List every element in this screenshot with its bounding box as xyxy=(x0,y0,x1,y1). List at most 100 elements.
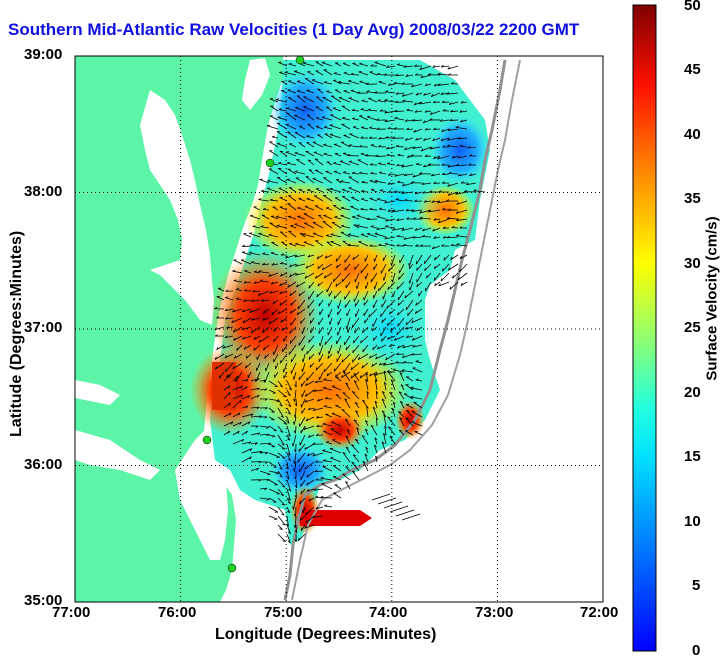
velocity-vector xyxy=(223,412,232,418)
velocity-vector xyxy=(313,151,324,157)
x-tick-label: 73:00 xyxy=(475,604,514,621)
velocity-vector-head xyxy=(430,173,434,177)
velocity-vector-head xyxy=(376,72,380,75)
velocity-vector xyxy=(364,428,369,436)
velocity-vector xyxy=(386,154,396,157)
velocity-vector xyxy=(268,425,277,432)
velocity-vector-head xyxy=(306,135,310,137)
velocity-vector-head xyxy=(451,225,455,228)
velocity-vector xyxy=(336,353,342,362)
velocity-vector-head xyxy=(381,441,385,444)
velocity-vector-head xyxy=(297,537,300,541)
velocity-vector xyxy=(374,254,378,262)
velocity-vector-head xyxy=(334,374,337,378)
velocity-vector-head xyxy=(384,242,388,245)
velocity-vector xyxy=(346,308,351,317)
velocity-vector xyxy=(456,218,468,221)
velocity-vector xyxy=(286,162,297,166)
velocity-vector-head xyxy=(306,197,310,200)
velocity-vector-head xyxy=(317,265,320,270)
velocity-vector xyxy=(286,416,290,424)
velocity-vector xyxy=(316,290,324,298)
velocity-vector xyxy=(412,236,423,239)
velocity-vector xyxy=(304,78,315,85)
velocity-vector xyxy=(218,288,225,292)
velocity-vector-head xyxy=(266,426,270,429)
velocity-vector xyxy=(347,326,351,333)
velocity-vector-head xyxy=(370,171,374,174)
velocity-vector-head xyxy=(293,524,296,528)
velocity-vector xyxy=(411,83,423,88)
velocity-vector xyxy=(294,452,297,464)
velocity-vector-head xyxy=(323,405,327,407)
velocity-vector-head xyxy=(440,92,444,95)
velocity-vector-head xyxy=(360,207,364,210)
velocity-vector xyxy=(350,362,360,371)
velocity-vector-head xyxy=(376,127,380,130)
velocity-vector xyxy=(346,429,351,436)
velocity-vector xyxy=(295,177,306,184)
velocity-vector xyxy=(269,98,279,103)
velocity-vector xyxy=(438,218,450,224)
velocity-vector xyxy=(378,244,387,247)
velocity-vector xyxy=(326,241,333,247)
velocity-vector xyxy=(389,392,396,400)
velocity-vector xyxy=(306,135,315,139)
velocity-vector-head xyxy=(392,401,396,405)
velocity-vector xyxy=(269,141,279,148)
velocity-vector xyxy=(359,172,369,175)
velocity-vector xyxy=(447,236,459,239)
velocity-vector xyxy=(315,362,324,371)
velocity-vector-head xyxy=(335,283,338,287)
velocity-vector xyxy=(344,419,351,427)
velocity-vector-head xyxy=(351,108,355,111)
velocity-vector-head xyxy=(232,269,236,272)
velocity-vector xyxy=(329,188,342,193)
velocity-vector xyxy=(259,280,270,283)
velocity-vector-head xyxy=(374,179,378,182)
velocity-vector xyxy=(283,371,288,379)
velocity-vector xyxy=(324,272,333,279)
velocity-vector-head xyxy=(273,328,276,332)
velocity-vector xyxy=(335,179,342,184)
velocity-vector xyxy=(344,335,351,346)
velocity-vector xyxy=(253,271,261,274)
velocity-vector-head xyxy=(397,345,400,349)
velocity-vector xyxy=(285,124,297,130)
velocity-vector-head xyxy=(373,286,376,290)
velocity-vector xyxy=(381,441,387,454)
velocity-vector-head xyxy=(319,342,321,347)
velocity-vector-head xyxy=(282,540,286,543)
velocity-vector xyxy=(416,281,423,288)
velocity-vector-head xyxy=(280,430,284,433)
velocity-vector xyxy=(345,446,351,454)
velocity-vector xyxy=(378,281,387,292)
velocity-vector-head xyxy=(419,216,423,219)
colorbar-tick-label: 10 xyxy=(684,513,701,530)
velocity-vector-head xyxy=(293,468,295,472)
velocity-vector-head xyxy=(353,419,357,422)
velocity-vector xyxy=(277,443,286,450)
velocity-vector-head xyxy=(311,515,315,518)
velocity-vector-head xyxy=(385,357,388,361)
velocity-vector xyxy=(277,452,286,459)
velocity-vector xyxy=(433,155,441,160)
velocity-vector xyxy=(405,209,414,212)
velocity-vector xyxy=(288,187,297,193)
velocity-vector xyxy=(364,420,369,427)
velocity-vector xyxy=(341,105,351,112)
velocity-vector xyxy=(338,81,351,85)
velocity-vector-head xyxy=(372,406,376,410)
velocity-vector xyxy=(216,344,225,351)
velocity-vector xyxy=(287,168,297,175)
velocity-vector-head xyxy=(306,474,309,478)
velocity-vector xyxy=(278,109,288,112)
velocity-vector xyxy=(351,317,360,329)
velocity-vector-head xyxy=(332,278,335,282)
velocity-vector xyxy=(406,376,414,382)
velocity-vector-head xyxy=(245,405,249,409)
velocity-vector-head xyxy=(401,82,405,85)
velocity-vector-head xyxy=(250,413,254,417)
velocity-vector xyxy=(386,299,396,309)
velocity-vector-head xyxy=(379,109,383,112)
